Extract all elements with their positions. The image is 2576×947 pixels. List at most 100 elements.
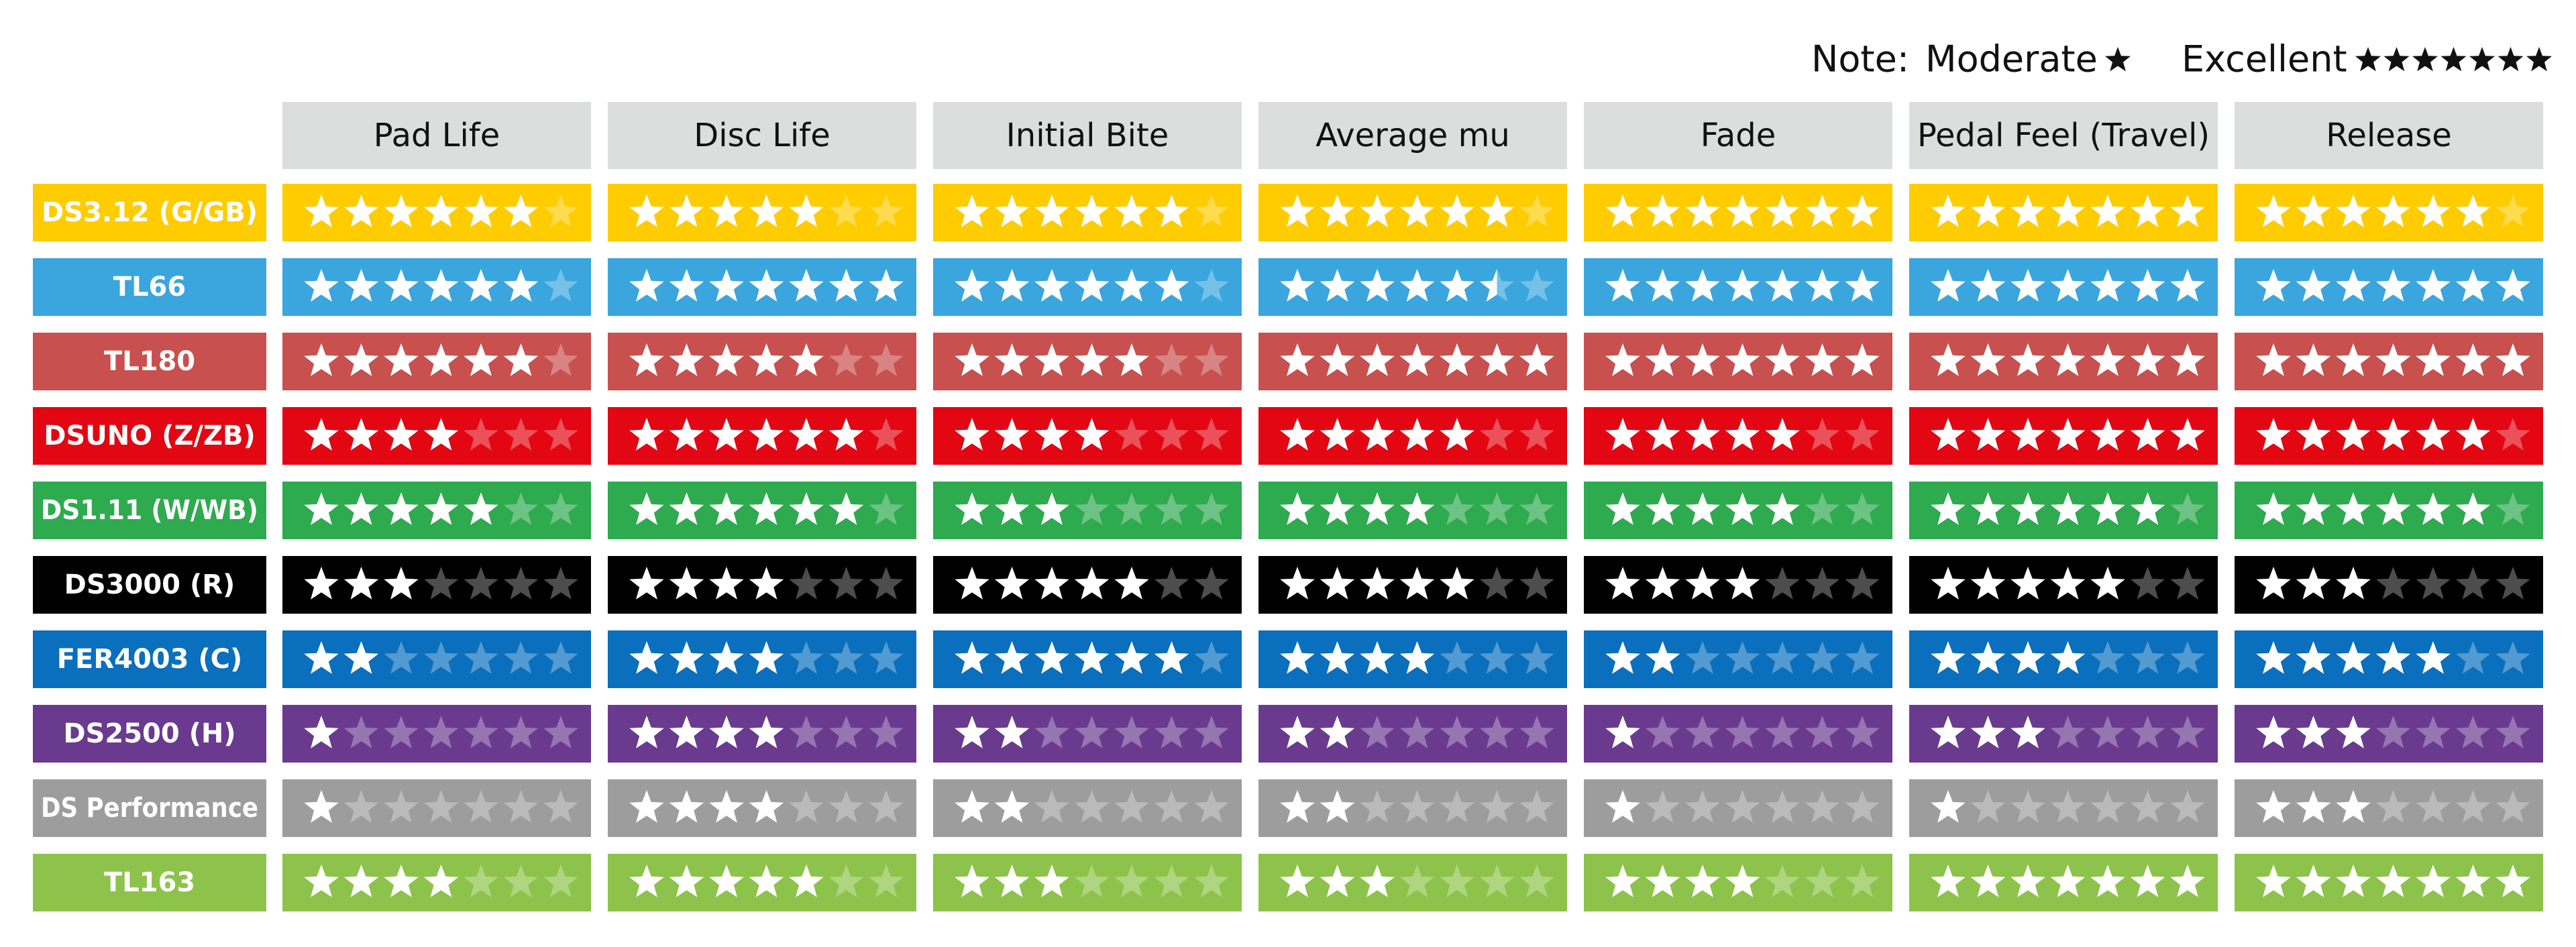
star-rating — [1931, 865, 2205, 897]
star-rating — [1280, 194, 1554, 227]
star-rating — [2256, 567, 2530, 600]
rating-cell — [2235, 779, 2543, 837]
rating-cell — [1258, 705, 1567, 763]
star-rating — [1280, 865, 1554, 897]
star-rating — [1280, 269, 1554, 302]
column-header-bg — [1584, 102, 1892, 169]
star-rating — [955, 343, 1229, 376]
row-label-bg — [33, 258, 266, 316]
star-rating — [955, 194, 1229, 227]
rating-cell — [1584, 705, 1892, 763]
row-label-bg — [33, 482, 266, 539]
column-header-bg — [282, 102, 591, 169]
row-label-bg — [33, 556, 266, 614]
star-rating — [955, 567, 1229, 600]
star-rating — [1605, 641, 1880, 674]
row-label: DS3000 (R) — [64, 569, 235, 600]
star-rating — [955, 269, 1229, 302]
row-label-bg — [33, 184, 266, 241]
star-rating — [1931, 790, 2205, 823]
star-rating — [1280, 343, 1554, 376]
row-label-bg — [33, 779, 266, 837]
note: Note: Moderate Excellent — [1811, 38, 2347, 80]
star-rating — [629, 418, 904, 451]
rating-cell — [282, 779, 591, 837]
star-rating — [1280, 567, 1554, 600]
rating-cell — [1584, 779, 1892, 837]
star-rating — [629, 641, 904, 674]
star-rating — [1280, 716, 1554, 748]
star-rating — [955, 641, 1229, 674]
star-rating — [1931, 492, 2205, 525]
rating-cell — [933, 854, 1242, 911]
star-rating — [1931, 641, 2205, 674]
note-label: Note: — [1811, 38, 1909, 80]
rating-cell — [2235, 705, 2543, 763]
star-rating — [304, 790, 578, 823]
column-header-bg — [2235, 102, 2543, 169]
rating-cell — [1584, 630, 1892, 688]
column-header-bg — [933, 102, 1242, 169]
star-rating — [1931, 343, 2205, 376]
star-rating — [629, 716, 904, 748]
star-rating — [1280, 492, 1554, 525]
row-label-bg — [33, 630, 266, 688]
row-label: DS1.11 (W/WB) — [41, 495, 258, 526]
rating-cell — [933, 482, 1242, 539]
star-rating — [304, 567, 578, 600]
star-rating — [629, 790, 904, 823]
row-label: DS2500 (H) — [63, 718, 235, 749]
star-rating — [1931, 269, 2205, 302]
star-rating — [629, 269, 904, 302]
star-rating — [629, 343, 904, 376]
star-rating — [2256, 194, 2530, 227]
star-rating — [629, 567, 904, 600]
column-header: Pad Life — [374, 117, 500, 154]
rating-cell — [1909, 779, 2218, 837]
star-rating — [304, 865, 578, 897]
row-label: DSUNO (Z/ZB) — [44, 421, 256, 451]
star-rating — [1605, 194, 1880, 227]
star-rating — [1931, 567, 2205, 600]
rating-cell — [2235, 556, 2543, 614]
star-rating — [2256, 418, 2530, 451]
star-rating — [1280, 418, 1554, 451]
note-star — [2412, 47, 2438, 72]
note-star — [2105, 47, 2131, 72]
note-star — [2469, 47, 2495, 72]
star-rating — [304, 641, 578, 674]
row-label-bg — [33, 705, 266, 763]
row-label: DS3.12 (G/GB) — [42, 197, 258, 228]
star-rating — [1931, 194, 2205, 227]
row-label: FER4003 (C) — [57, 644, 243, 675]
column-header: Release — [2326, 117, 2452, 154]
column-header: Disc Life — [694, 117, 830, 154]
star-rating — [304, 492, 578, 525]
row-label-bg — [33, 407, 266, 465]
column-header: Fade — [1701, 117, 1776, 154]
column-header-bg — [608, 102, 916, 169]
row-label: TL66 — [113, 272, 186, 302]
rating-cell — [282, 556, 591, 614]
rating-cell — [1909, 705, 2218, 763]
rating-cell — [1258, 854, 1567, 911]
note-star — [2526, 47, 2552, 72]
star-rating — [1605, 343, 1880, 376]
star-rating — [2256, 269, 2530, 302]
note-star — [2355, 47, 2381, 72]
star-rating — [629, 492, 904, 525]
star-rating — [1280, 641, 1554, 674]
note-low: Moderate — [1925, 38, 2098, 80]
star-rating — [955, 716, 1229, 748]
column-header: Pedal Feel (Travel) — [1917, 117, 2210, 154]
star-rating — [1931, 418, 2205, 451]
star-rating — [955, 492, 1229, 525]
star-rating — [2256, 492, 2530, 525]
star-rating — [629, 194, 904, 227]
star-rating — [304, 194, 578, 227]
star-rating — [1605, 567, 1880, 600]
star-rating — [304, 418, 578, 451]
column-header: Average mu — [1316, 117, 1510, 154]
rating-cell — [933, 779, 1242, 837]
